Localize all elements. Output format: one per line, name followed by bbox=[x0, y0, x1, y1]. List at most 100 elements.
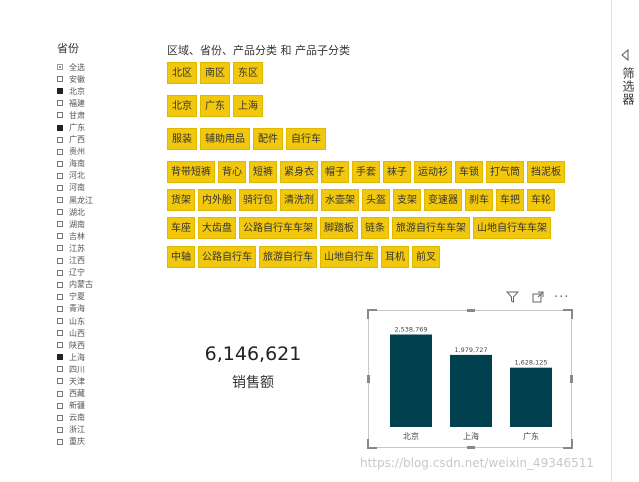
province-item[interactable]: 重庆 bbox=[57, 436, 137, 448]
checkbox[interactable] bbox=[57, 197, 63, 204]
hierarchy-tile[interactable]: 支架 bbox=[393, 189, 421, 211]
province-item[interactable]: 江西 bbox=[57, 255, 137, 267]
checkbox[interactable] bbox=[57, 148, 63, 155]
province-item[interactable]: 青海 bbox=[57, 303, 137, 315]
province-item[interactable]: 湖北 bbox=[57, 206, 137, 218]
province-item[interactable]: 海南 bbox=[57, 158, 137, 170]
hierarchy-tile[interactable]: 自行车 bbox=[286, 128, 326, 150]
hierarchy-tile[interactable]: 旅游自行车 bbox=[259, 246, 317, 268]
hierarchy-tile[interactable]: 刹车 bbox=[465, 189, 493, 211]
hierarchy-tile[interactable]: 北京 bbox=[167, 95, 197, 117]
checkbox[interactable] bbox=[57, 318, 63, 325]
checkbox[interactable] bbox=[57, 402, 63, 409]
hierarchy-tile[interactable]: 变速器 bbox=[424, 189, 462, 211]
hierarchy-tile[interactable]: 耳机 bbox=[381, 246, 409, 268]
hierarchy-tile[interactable]: 辅助用品 bbox=[200, 128, 250, 150]
hierarchy-tile[interactable]: 链条 bbox=[361, 217, 389, 239]
resize-corner-tl[interactable] bbox=[367, 309, 377, 319]
resize-corner-bl[interactable] bbox=[367, 439, 377, 449]
hierarchy-tile[interactable]: 挡泥板 bbox=[527, 161, 565, 183]
checkbox[interactable] bbox=[57, 342, 63, 349]
checkbox[interactable] bbox=[57, 293, 63, 300]
province-item[interactable]: 江苏 bbox=[57, 242, 137, 254]
province-item[interactable]: 宁夏 bbox=[57, 291, 137, 303]
checkbox[interactable] bbox=[57, 438, 63, 445]
hierarchy-tile[interactable]: 南区 bbox=[200, 62, 230, 84]
hierarchy-tile[interactable]: 内外胎 bbox=[198, 189, 236, 211]
province-item[interactable]: 山西 bbox=[57, 327, 137, 339]
filters-pane[interactable]: 筛选器 bbox=[611, 0, 639, 482]
hierarchy-tile[interactable]: 服装 bbox=[167, 128, 197, 150]
province-item[interactable]: 北京 bbox=[57, 85, 137, 97]
checkbox[interactable] bbox=[57, 305, 63, 312]
checkbox[interactable] bbox=[57, 172, 63, 179]
checkbox[interactable] bbox=[57, 100, 63, 107]
province-item[interactable]: 西藏 bbox=[57, 388, 137, 400]
checkbox[interactable] bbox=[57, 88, 63, 95]
province-item[interactable]: 河南 bbox=[57, 182, 137, 194]
checkbox[interactable] bbox=[57, 354, 63, 361]
hierarchy-tile[interactable]: 配件 bbox=[253, 128, 283, 150]
hierarchy-tile[interactable]: 车座 bbox=[167, 217, 195, 239]
resize-corner-br[interactable] bbox=[563, 439, 573, 449]
filter-icon[interactable] bbox=[505, 291, 520, 306]
resize-corner-tr[interactable] bbox=[563, 309, 573, 319]
checkbox[interactable] bbox=[57, 233, 63, 240]
checkbox[interactable] bbox=[57, 390, 63, 397]
hierarchy-tile[interactable]: 中轴 bbox=[167, 246, 195, 268]
checkbox[interactable] bbox=[57, 281, 63, 288]
province-item[interactable]: 天津 bbox=[57, 375, 137, 387]
bar-chart-visual[interactable]: 2,538,769 北京 1,979,727 上海 1,628,125 广东 bbox=[367, 309, 573, 449]
province-item[interactable]: 湖南 bbox=[57, 218, 137, 230]
hierarchy-tile[interactable]: 上海 bbox=[233, 95, 263, 117]
hierarchy-tile[interactable]: 骑行包 bbox=[239, 189, 277, 211]
hierarchy-tile[interactable]: 打气筒 bbox=[486, 161, 524, 183]
checkbox[interactable] bbox=[57, 160, 63, 167]
hierarchy-tile[interactable]: 货架 bbox=[167, 189, 195, 211]
province-item[interactable]: 河北 bbox=[57, 170, 137, 182]
hierarchy-tile[interactable]: 手套 bbox=[352, 161, 380, 183]
bar[interactable] bbox=[450, 354, 492, 427]
checkbox[interactable] bbox=[57, 112, 63, 119]
province-item[interactable]: 全选 bbox=[57, 61, 137, 73]
province-item[interactable]: 四川 bbox=[57, 363, 137, 375]
hierarchy-tile[interactable]: 北区 bbox=[167, 62, 197, 84]
province-item[interactable]: 内蒙古 bbox=[57, 279, 137, 291]
checkbox[interactable] bbox=[57, 414, 63, 421]
checkbox[interactable] bbox=[57, 76, 63, 83]
checkbox[interactable] bbox=[57, 124, 63, 131]
province-item[interactable]: 福建 bbox=[57, 97, 137, 109]
province-item[interactable]: 上海 bbox=[57, 351, 137, 363]
hierarchy-tile[interactable]: 运动衫 bbox=[414, 161, 452, 183]
hierarchy-tile[interactable]: 车轮 bbox=[527, 189, 555, 211]
collapse-chevron-icon[interactable] bbox=[620, 48, 630, 64]
province-item[interactable]: 陕西 bbox=[57, 339, 137, 351]
hierarchy-tile[interactable]: 水壶架 bbox=[321, 189, 359, 211]
hierarchy-tile[interactable]: 旅游自行车车架 bbox=[392, 217, 470, 239]
hierarchy-tile[interactable]: 山地自行车车架 bbox=[473, 217, 551, 239]
hierarchy-tile[interactable]: 清洗剂 bbox=[280, 189, 318, 211]
province-item[interactable]: 安徽 bbox=[57, 73, 137, 85]
province-item[interactable]: 浙江 bbox=[57, 424, 137, 436]
province-item[interactable]: 辽宁 bbox=[57, 267, 137, 279]
resize-handle-left[interactable] bbox=[367, 375, 370, 383]
hierarchy-tile[interactable]: 帽子 bbox=[321, 161, 349, 183]
checkbox[interactable] bbox=[57, 209, 63, 216]
more-options-icon[interactable]: ··· bbox=[554, 290, 570, 305]
checkbox[interactable] bbox=[57, 64, 63, 71]
hierarchy-tile[interactable]: 公路自行车车架 bbox=[239, 217, 317, 239]
hierarchy-tile[interactable]: 车把 bbox=[496, 189, 524, 211]
hierarchy-tile[interactable]: 背带短裤 bbox=[167, 161, 215, 183]
hierarchy-tile[interactable]: 车锁 bbox=[455, 161, 483, 183]
hierarchy-tile[interactable]: 头盔 bbox=[362, 189, 390, 211]
hierarchy-tile[interactable]: 袜子 bbox=[383, 161, 411, 183]
hierarchy-tile[interactable]: 广东 bbox=[200, 95, 230, 117]
province-item[interactable]: 贵州 bbox=[57, 146, 137, 158]
checkbox[interactable] bbox=[57, 269, 63, 276]
focus-mode-icon[interactable] bbox=[532, 291, 544, 306]
checkbox[interactable] bbox=[57, 136, 63, 143]
resize-handle-top[interactable] bbox=[467, 309, 475, 312]
hierarchy-tile[interactable]: 大齿盘 bbox=[198, 217, 236, 239]
province-item[interactable]: 云南 bbox=[57, 412, 137, 424]
hierarchy-tile[interactable]: 公路自行车 bbox=[198, 246, 256, 268]
